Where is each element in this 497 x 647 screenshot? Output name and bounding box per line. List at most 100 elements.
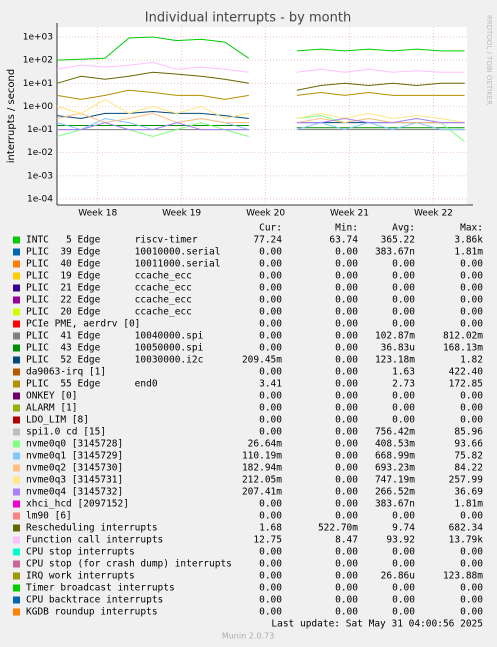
legend-label: nvme0q0 [3145728] xyxy=(26,439,123,450)
legend-stat: 0.00 xyxy=(259,583,282,594)
legend-stat: 0.00 xyxy=(259,367,282,378)
legend-stat: 0.00 xyxy=(335,487,358,498)
y-tick-label: 1e-03 xyxy=(27,171,53,181)
legend-stat: 422.40 xyxy=(449,367,484,378)
legend-stat: 93.92 xyxy=(386,535,415,546)
legend-label: ONKEY [0] xyxy=(26,391,77,402)
legend-stat: 0.00 xyxy=(259,559,282,570)
legend-stat: 266.52m xyxy=(375,487,415,498)
legend-swatch xyxy=(13,368,20,376)
y-tick-label: 1e+03 xyxy=(23,32,53,42)
legend-stat: 0.00 xyxy=(259,307,282,318)
legend-stat: 0.00 xyxy=(335,607,358,618)
legend-swatch xyxy=(13,452,20,460)
legend-stat: 0.00 xyxy=(392,259,415,270)
legend-stat: 75.82 xyxy=(454,451,483,462)
legend-stat: 0.00 xyxy=(335,583,358,594)
y-axis-label: interrupts / second xyxy=(6,69,17,163)
legend-stat: 0.00 xyxy=(259,271,282,282)
legend-label: da9063-irq [1] xyxy=(26,367,106,378)
legend-stat: 0.00 xyxy=(335,247,358,258)
legend-swatch xyxy=(13,380,20,388)
legend-stat: 0.00 xyxy=(259,391,282,402)
legend-label: nvme0q1 [3145729] xyxy=(26,451,123,462)
legend-stat: 3.86k xyxy=(454,235,483,246)
legend-stat: 0.00 xyxy=(392,391,415,402)
x-tick-label: Week 21 xyxy=(330,209,369,219)
legend-stat: 0.00 xyxy=(335,451,358,462)
legend-label: nvme0q2 [3145730] xyxy=(26,463,123,474)
side-text: RRDTOOL / TOBI OETIKER xyxy=(485,15,493,105)
legend-stat: 0.00 xyxy=(335,331,358,342)
legend-stat: 2.73 xyxy=(392,379,415,390)
legend-label: PLIC 43 Edge 10050000.spi xyxy=(26,343,204,354)
legend-label: lm90 [6] xyxy=(26,511,72,522)
legend-stat: 0.00 xyxy=(335,463,358,474)
legend-stat: 0.00 xyxy=(335,499,358,510)
legend-stat: 0.00 xyxy=(335,379,358,390)
legend-stat: 207.41m xyxy=(242,487,282,498)
legend-stat: 0.00 xyxy=(335,571,358,582)
legend-swatch xyxy=(13,440,20,448)
legend-stat: 0.00 xyxy=(335,283,358,294)
legend-stat: 0.00 xyxy=(460,607,483,618)
legend-stat: 0.00 xyxy=(259,595,282,606)
legend-swatch xyxy=(13,428,20,436)
x-tick-label: Week 20 xyxy=(246,209,285,219)
legend-stat: 85.96 xyxy=(454,427,483,438)
legend-stat: 0.00 xyxy=(335,595,358,606)
series-line xyxy=(56,61,465,73)
legend-label: INTC 5 Edge riscv-timer xyxy=(26,235,198,246)
legend-swatch xyxy=(13,476,20,484)
legend-stat: 0.00 xyxy=(259,571,282,582)
legend-swatch xyxy=(13,572,20,580)
legend-stat: 0.00 xyxy=(392,283,415,294)
legend-label: spi1.0 cd [15] xyxy=(26,427,106,438)
y-tick-label: 1e-02 xyxy=(27,148,53,158)
legend-header: Max: xyxy=(460,223,483,234)
legend-stat: 0.00 xyxy=(392,403,415,414)
legend-swatch xyxy=(13,488,20,496)
legend-stat: 0.00 xyxy=(335,427,358,438)
legend-stat: 0.00 xyxy=(335,391,358,402)
legend-swatch xyxy=(13,320,20,328)
legend-stat: 747.19m xyxy=(375,475,415,486)
legend-stat: 0.00 xyxy=(392,295,415,306)
legend-stat: 0.00 xyxy=(335,415,358,426)
legend-stat: 26.86u xyxy=(381,571,415,582)
legend-swatch xyxy=(13,596,20,604)
legend-header: Avg: xyxy=(392,223,415,234)
legend-stat: 36.69 xyxy=(454,487,483,498)
series-line xyxy=(56,98,465,124)
legend-stat: 1.63 xyxy=(392,367,415,378)
legend-stat: 0.00 xyxy=(259,511,282,522)
legend-stat: 0.00 xyxy=(335,403,358,414)
legend-stat: 1.82 xyxy=(460,355,483,366)
series-line xyxy=(56,89,465,100)
legend-stat: 110.19m xyxy=(242,451,282,462)
legend-label: PLIC 19 Edge ccache_ecc xyxy=(26,271,192,282)
legend-label: PLIC 20 Edge ccache_ecc xyxy=(26,307,192,318)
legend-stat: 168.13m xyxy=(443,343,483,354)
legend-label: PLIC 40 Edge 10011000.serial xyxy=(26,259,220,270)
legend-swatch xyxy=(13,344,20,352)
legend-stat: 77.24 xyxy=(253,235,282,246)
legend-stat: 0.00 xyxy=(259,403,282,414)
legend-stat: 123.88m xyxy=(443,571,483,582)
legend-stat: 0.00 xyxy=(460,259,483,270)
legend-stat: 0.00 xyxy=(392,607,415,618)
legend-stat: 0.00 xyxy=(460,559,483,570)
legend-stat: 0.00 xyxy=(392,595,415,606)
legend-swatch xyxy=(13,416,20,424)
legend-stat: 0.00 xyxy=(335,343,358,354)
legend-stat: 63.74 xyxy=(329,235,358,246)
legend-stat: 0.00 xyxy=(259,247,282,258)
legend-stat: 0.00 xyxy=(335,475,358,486)
legend-stat: 0.00 xyxy=(259,295,282,306)
legend-stat: 756.42m xyxy=(375,427,415,438)
legend-stat: 0.00 xyxy=(392,271,415,282)
legend-stat: 0.00 xyxy=(460,319,483,330)
legend-stat: 0.00 xyxy=(460,595,483,606)
legend-swatch xyxy=(13,356,20,364)
legend-stat: 0.00 xyxy=(335,271,358,282)
